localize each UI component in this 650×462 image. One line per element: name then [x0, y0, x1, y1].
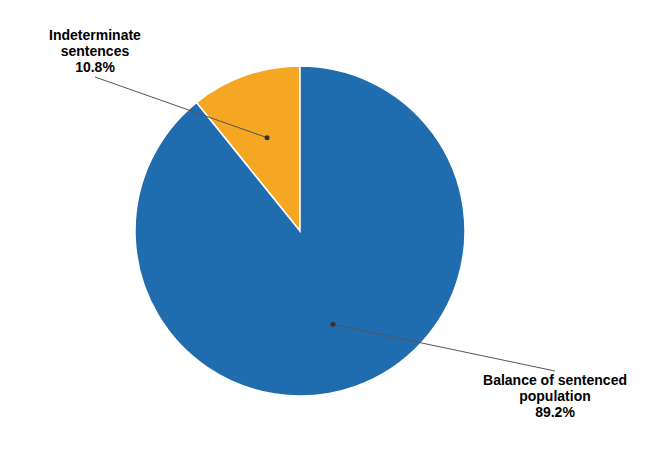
leader-dot — [330, 322, 335, 327]
slice-label-line: population — [519, 388, 591, 404]
chart: Indeterminatesentences10.8% Balance of se… — [0, 0, 650, 462]
slice-label: Balance of sentencedpopulation89.2% — [483, 372, 627, 420]
pie-slice — [135, 66, 465, 396]
pie — [135, 66, 465, 396]
leader-line — [333, 324, 555, 371]
slice-label-line: Balance of sentenced — [483, 372, 627, 388]
slice-label-line: 10.8% — [75, 59, 115, 75]
slice-label-line: Indeterminate — [49, 27, 141, 43]
slice-label: Indeterminatesentences10.8% — [49, 27, 141, 75]
leader-line — [95, 77, 267, 138]
leader-dot — [265, 135, 270, 140]
slice-label-line: sentences — [61, 43, 130, 59]
slice-label-line: 89.2% — [535, 404, 575, 420]
